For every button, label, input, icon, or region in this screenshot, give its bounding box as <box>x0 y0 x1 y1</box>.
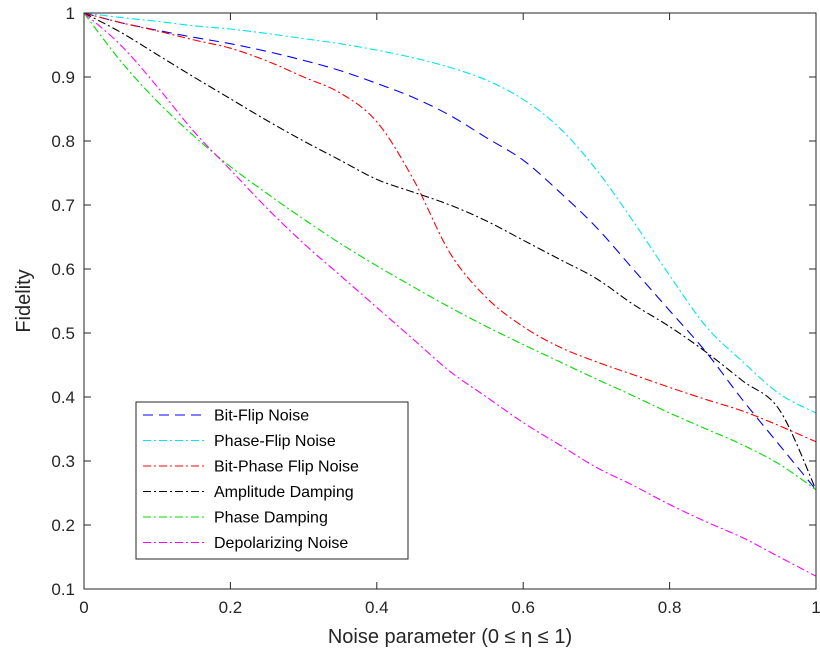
axis-ticks: 0 0.2 0.4 0.6 0.8 1 0.1 0.2 0.3 0.4 0.5 0.6 0.7 0.8 0.… <box>51 4 820 617</box>
plot-frame <box>83 12 817 590</box>
y-tick-label: 0.4 <box>51 388 75 407</box>
y-tick-label: 1 <box>66 4 75 23</box>
series-line-phase-damping <box>83 12 817 491</box>
y-tick-label: 0.8 <box>51 132 75 151</box>
x-tick-label: 0.8 <box>658 598 682 617</box>
y-tick-label: 0.9 <box>51 68 75 87</box>
y-tick-label: 0.3 <box>51 452 75 471</box>
series-line-phase-flip-noise <box>83 12 817 414</box>
legend-label-phase-damping: Phase Damping <box>214 510 328 527</box>
y-tick-label: 0.5 <box>51 324 75 343</box>
legend-label-amplitude-damping: Amplitude Damping <box>214 484 354 501</box>
x-tick-label: 0 <box>79 598 88 617</box>
y-tick-label: 0.7 <box>51 196 75 215</box>
x-tick-label: 0.6 <box>511 598 535 617</box>
y-tick-label: 0.6 <box>51 260 75 279</box>
series-line-amplitude-damping <box>83 12 817 491</box>
y-tick-label: 0.1 <box>51 580 75 599</box>
x-tick-label: 1 <box>811 598 820 617</box>
x-tick-label: 0.4 <box>365 598 389 617</box>
legend-box <box>135 401 409 560</box>
x-tick-label: 0.2 <box>219 598 243 617</box>
legend-label-bit-phase-flip-noise: Bit-Phase Flip Noise <box>214 459 359 476</box>
series-lines <box>83 12 817 577</box>
series-line-bit-phase-flip-noise <box>83 12 817 443</box>
legend-label-phase-flip-noise: Phase-Flip Noise <box>214 433 336 450</box>
legend: Bit-Flip Noise Phase-Flip Noise Bit-Phase … <box>135 401 409 560</box>
y-axis-label: Fidelity <box>13 269 35 332</box>
x-axis-label: Noise parameter (0 ≤ η ≤ 1) <box>328 626 572 648</box>
series-line-depolarizing-noise <box>83 12 817 577</box>
y-tick-label: 0.2 <box>51 516 75 535</box>
legend-label-depolarizing-noise: Depolarizing Noise <box>214 535 348 552</box>
legend-label-bit-flip-noise: Bit-Flip Noise <box>214 408 309 425</box>
